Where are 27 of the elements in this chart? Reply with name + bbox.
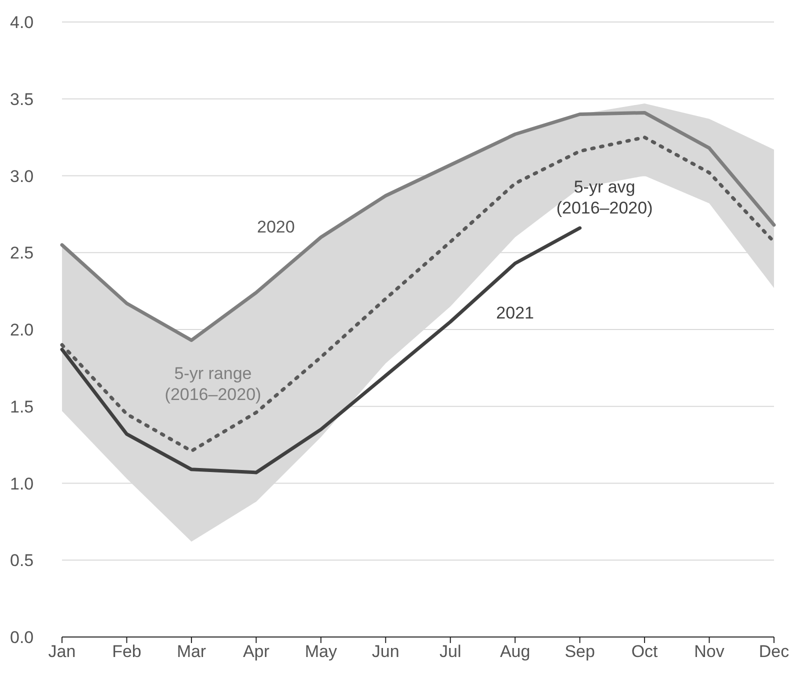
- x-tick-label: Feb: [112, 642, 142, 662]
- x-tick-label: May: [304, 642, 338, 662]
- x-tick-label: Dec: [758, 642, 790, 662]
- x-tick-label: Nov: [694, 642, 725, 662]
- y-tick-label: 4.0: [10, 13, 34, 32]
- series-label: 2020: [256, 217, 295, 236]
- x-tick-label: Oct: [631, 642, 658, 662]
- y-tick-label: 3.0: [10, 166, 34, 186]
- y-tick-label: 0.0: [10, 628, 34, 648]
- y-tick-label: 1.5: [10, 397, 34, 416]
- x-tick-label: Sep: [564, 642, 595, 662]
- x-tick-label: Jul: [439, 642, 462, 662]
- series-label: 5-yr avg (2016–2020): [556, 177, 653, 218]
- x-tick-label: Jan: [48, 642, 76, 662]
- x-tick-label: Apr: [242, 642, 270, 662]
- y-tick-label: 1.0: [10, 474, 34, 494]
- x-tick-label: Mar: [176, 642, 206, 662]
- series-label: 2021: [496, 303, 534, 322]
- y-tick-label: 0.5: [10, 551, 34, 570]
- annotation: 5-yr range (2016–2020): [164, 363, 262, 405]
- y-tick-label: 2.0: [10, 320, 34, 340]
- y-tick-label: 2.5: [10, 244, 34, 263]
- x-tick-label: Jun: [372, 642, 400, 662]
- line-series: [60, 110, 776, 342]
- y-tick-label: 3.5: [10, 90, 34, 109]
- line-series: [60, 136, 776, 453]
- x-tick-label: Aug: [500, 642, 530, 662]
